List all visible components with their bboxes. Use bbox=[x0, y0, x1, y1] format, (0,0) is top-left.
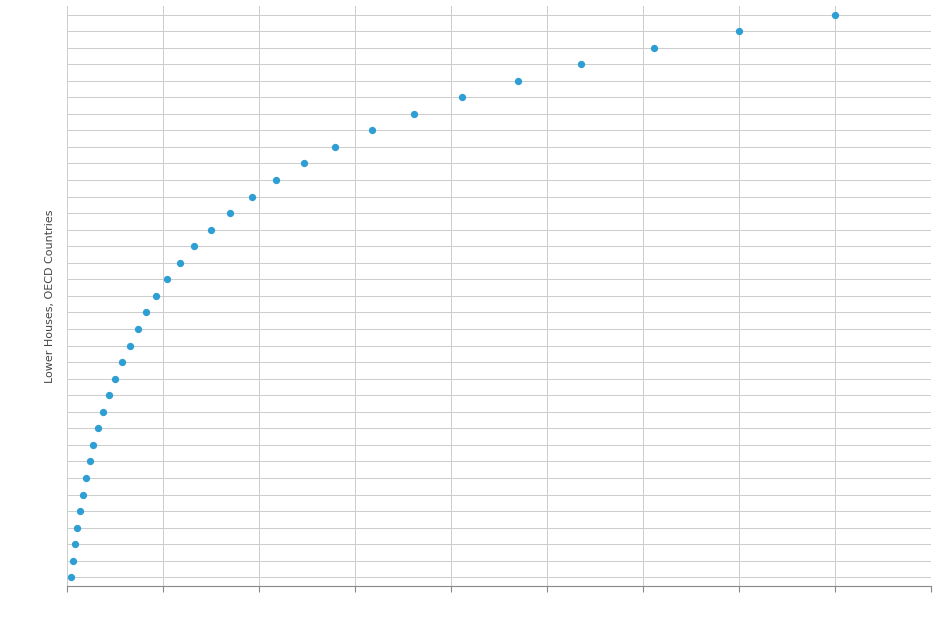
Point bbox=[455, 92, 470, 102]
Point bbox=[108, 374, 124, 384]
Point bbox=[123, 341, 138, 351]
Point bbox=[101, 390, 116, 400]
Point bbox=[78, 473, 93, 483]
Point bbox=[172, 258, 187, 268]
Point bbox=[296, 158, 312, 168]
Point bbox=[268, 175, 283, 185]
Point bbox=[75, 490, 90, 500]
Point bbox=[244, 192, 259, 202]
Point bbox=[186, 241, 201, 251]
Point bbox=[827, 9, 843, 19]
Point bbox=[160, 274, 175, 284]
Point bbox=[732, 26, 747, 36]
Point bbox=[222, 208, 238, 218]
Point bbox=[66, 556, 81, 566]
Point bbox=[90, 424, 105, 434]
Point bbox=[86, 440, 101, 450]
Point bbox=[130, 324, 145, 334]
Point bbox=[510, 76, 525, 86]
Point bbox=[64, 573, 79, 583]
Point bbox=[139, 308, 154, 318]
Y-axis label: Lower Houses, OECD Countries: Lower Houses, OECD Countries bbox=[45, 209, 55, 383]
Point bbox=[67, 540, 83, 549]
Point bbox=[203, 225, 218, 235]
Point bbox=[148, 291, 163, 301]
Point bbox=[72, 506, 87, 516]
Point bbox=[82, 457, 97, 467]
Point bbox=[647, 42, 662, 52]
Point bbox=[328, 142, 343, 152]
Point bbox=[365, 125, 380, 135]
Point bbox=[407, 109, 422, 119]
Point bbox=[574, 59, 589, 69]
Point bbox=[69, 523, 85, 533]
Point bbox=[115, 357, 130, 367]
Point bbox=[95, 407, 110, 417]
